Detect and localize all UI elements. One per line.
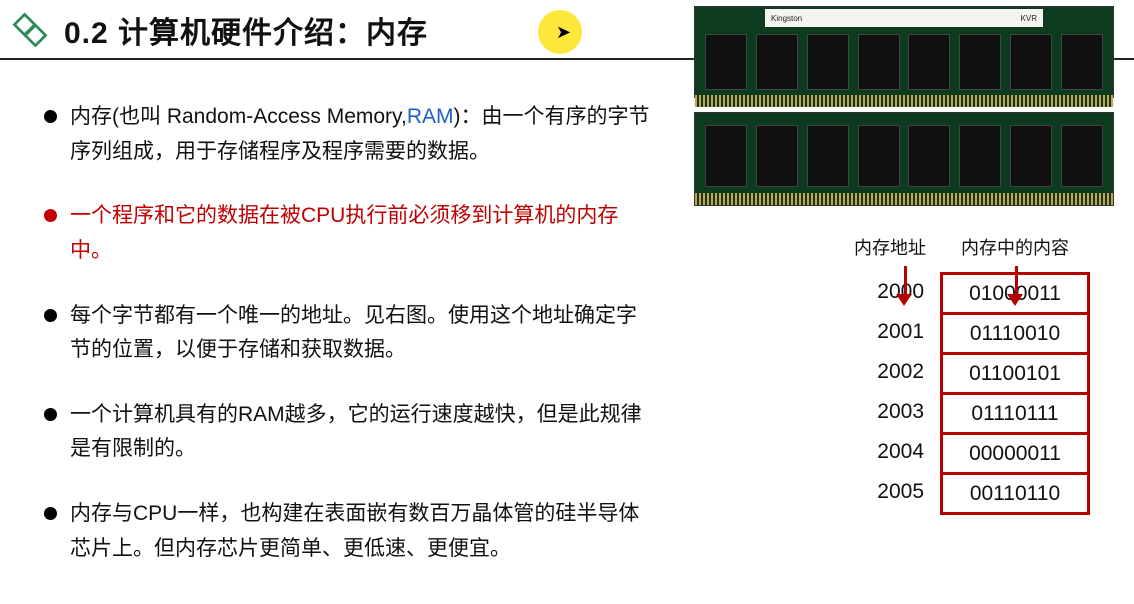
- ram-chip: [908, 34, 950, 90]
- ram-chip: [807, 125, 849, 187]
- right-column: Kingston KVR 内存地址: [684, 6, 1124, 220]
- bullet-item: 内存(也叫 Random-Access Memory,RAM)：由一个有序的字节…: [44, 100, 654, 169]
- memory-address: 2001: [810, 312, 924, 352]
- memory-value: 01110010: [943, 315, 1087, 355]
- ram-pins: [695, 95, 1113, 107]
- ram-chip: [959, 34, 1001, 90]
- memory-table: 2000 2001 2002 2003 2004 2005 01000011 0…: [810, 272, 1110, 515]
- ram-chip: [705, 34, 747, 90]
- ram-chip: [756, 34, 798, 90]
- bullet-item: 一个程序和它的数据在被CPU执行前必须移到计算机的内存中。: [44, 199, 654, 268]
- ram-chip: [1010, 125, 1052, 187]
- memory-headers: 内存地址 内存中的内容: [810, 234, 1110, 260]
- ram-chip: [1010, 34, 1052, 90]
- ram-stick-front: Kingston KVR: [694, 6, 1114, 98]
- ram-chips-row: [695, 27, 1113, 93]
- memory-address: 2005: [810, 472, 924, 512]
- bullet-text: 一个计算机具有的RAM越多，它的运行速度越快，但是此规律是有限制的。: [70, 403, 642, 461]
- ram-brand: Kingston: [771, 14, 802, 23]
- memory-address: 2003: [810, 392, 924, 432]
- bullet-text-highlight: RAM: [407, 105, 454, 128]
- ram-chip: [705, 125, 747, 187]
- memory-value: 01110111: [943, 395, 1087, 435]
- logo-icon: [12, 12, 48, 48]
- ram-chip: [1061, 34, 1103, 90]
- ram-chip: [858, 34, 900, 90]
- ram-chip: [959, 125, 1001, 187]
- bullet-list-region: 内存(也叫 Random-Access Memory,RAM)：由一个有序的字节…: [44, 100, 654, 596]
- ram-chips-row: [695, 113, 1113, 191]
- memory-value: 01100101: [943, 355, 1087, 395]
- bullet-item: 一个计算机具有的RAM越多，它的运行速度越快，但是此规律是有限制的。: [44, 398, 654, 467]
- ram-stick-back: [694, 112, 1114, 206]
- bullet-text: 内存与CPU一样，也构建在表面嵌有数百万晶体管的硅半导体芯片上。但内存芯片更简单…: [70, 502, 639, 560]
- bullet-text: 每个字节都有一个唯一的地址。见右图。使用这个地址确定字节的位置，以便于存储和获取…: [70, 304, 637, 362]
- ram-chip: [756, 125, 798, 187]
- ram-chip: [807, 34, 849, 90]
- memory-header-address: 内存地址: [810, 234, 940, 260]
- bullet-text: 一个程序和它的数据在被CPU执行前必须移到计算机的内存中。: [70, 204, 618, 262]
- bullet-text: 内存(也叫 Random-Access Memory,: [70, 105, 407, 128]
- memory-header-value: 内存中的内容: [940, 234, 1090, 260]
- ram-pins: [695, 193, 1113, 205]
- memory-address-column: 2000 2001 2002 2003 2004 2005: [810, 272, 940, 515]
- memory-value: 00000011: [943, 435, 1087, 475]
- ram-model: KVR: [1021, 14, 1037, 23]
- ram-label: Kingston KVR: [765, 9, 1043, 27]
- cursor-highlight: [538, 10, 582, 54]
- slide-title: 0.2 计算机硬件介绍：内存: [64, 8, 428, 52]
- ram-chip: [1061, 125, 1103, 187]
- ram-chip: [908, 125, 950, 187]
- memory-value-column: 01000011 01110010 01100101 01110111 0000…: [940, 272, 1090, 515]
- memory-address: 2002: [810, 352, 924, 392]
- ram-chip: [858, 125, 900, 187]
- memory-value: 00110110: [943, 475, 1087, 515]
- memory-address: 2004: [810, 432, 924, 472]
- memory-diagram: 内存地址 内存中的内容 2000 2001 2002 2003 2004 200…: [810, 234, 1110, 515]
- bullet-list: 内存(也叫 Random-Access Memory,RAM)：由一个有序的字节…: [44, 100, 654, 566]
- bullet-item: 每个字节都有一个唯一的地址。见右图。使用这个地址确定字节的位置，以便于存储和获取…: [44, 299, 654, 368]
- bullet-item: 内存与CPU一样，也构建在表面嵌有数百万晶体管的硅半导体芯片上。但内存芯片更简单…: [44, 497, 654, 566]
